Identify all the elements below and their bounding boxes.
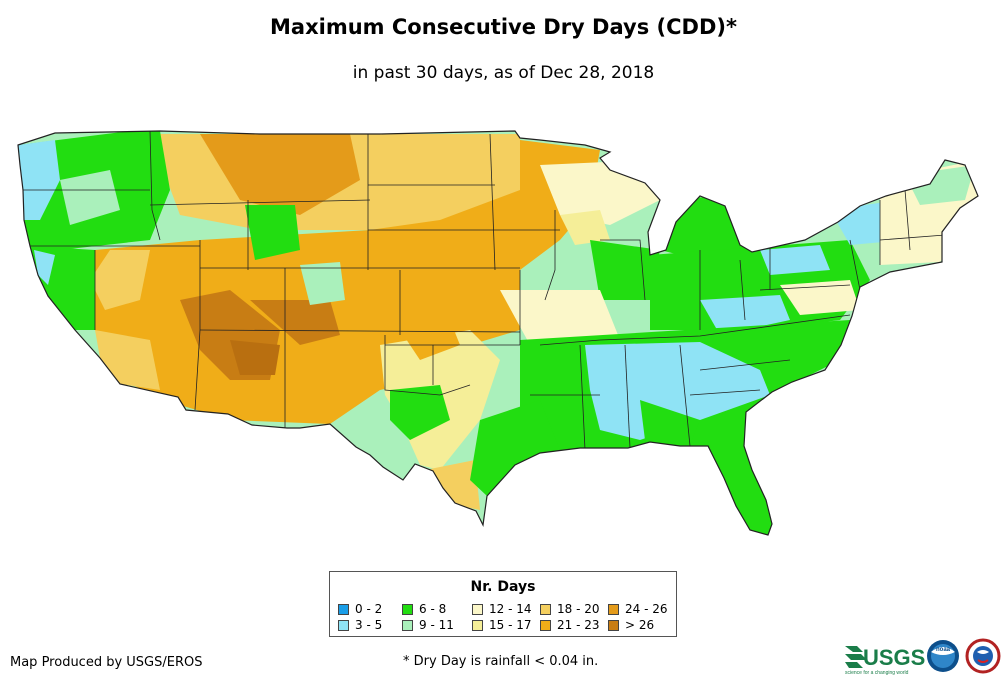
agency-logos: USGS science for a changing world noaa [845, 638, 1001, 676]
usgs-logo-text: USGS [863, 645, 925, 670]
legend-label: 6 - 8 [419, 602, 447, 616]
legend-swatch [472, 620, 483, 631]
legend-label: 21 - 23 [557, 618, 600, 632]
legend-label: > 26 [625, 618, 655, 632]
legend-swatch [402, 620, 413, 631]
usgs-logo: USGS science for a changing world [845, 645, 925, 676]
nws-logo [965, 638, 1001, 674]
legend: Nr. Days 0 - 2 3 - 5 6 - 8 9 - 11 12 - 14 15 … [329, 571, 677, 637]
credit-text: Map Produced by USGS/EROS [10, 655, 203, 670]
legend-swatch [540, 620, 551, 631]
legend-item: 0 - 2 [338, 602, 382, 616]
map-subtitle: in past 30 days, as of Dec 28, 2018 [352, 63, 655, 83]
legend-item: 24 - 26 [608, 602, 668, 616]
usgs-logo-tagline: science for a changing world [845, 670, 909, 676]
legend-item: 12 - 14 [472, 602, 532, 616]
legend-label: 9 - 11 [419, 618, 454, 632]
legend-swatch [472, 604, 483, 615]
legend-swatch [338, 620, 349, 631]
legend-item: 6 - 8 [402, 602, 446, 616]
us-cdd-map [17, 130, 979, 536]
legend-swatch [338, 604, 349, 615]
legend-item: 21 - 23 [540, 618, 600, 632]
legend-label: 15 - 17 [489, 618, 532, 632]
legend-swatch [608, 604, 619, 615]
legend-label: 12 - 14 [489, 602, 532, 616]
legend-label: 24 - 26 [625, 602, 668, 616]
legend-title: Nr. Days [470, 579, 536, 595]
legend-label: 18 - 20 [557, 602, 600, 616]
legend-item: 9 - 11 [402, 618, 454, 632]
state-boundaries [20, 131, 946, 451]
legend-swatch [608, 620, 619, 631]
legend-swatch [540, 604, 551, 615]
legend-item: > 26 [608, 618, 654, 632]
legend-swatch [402, 604, 413, 615]
map-title: Maximum Consecutive Dry Days (CDD)* [270, 15, 737, 39]
noaa-logo-text: noaa [936, 647, 951, 653]
legend-item: 15 - 17 [472, 618, 532, 632]
legend-item: 18 - 20 [540, 602, 600, 616]
legend-label: 0 - 2 [355, 602, 383, 616]
footnote-text: * Dry Day is rainfall < 0.04 in. [403, 654, 599, 669]
legend-label: 3 - 5 [355, 618, 383, 632]
noaa-logo: noaa [927, 640, 959, 672]
legend-item: 3 - 5 [338, 618, 382, 632]
